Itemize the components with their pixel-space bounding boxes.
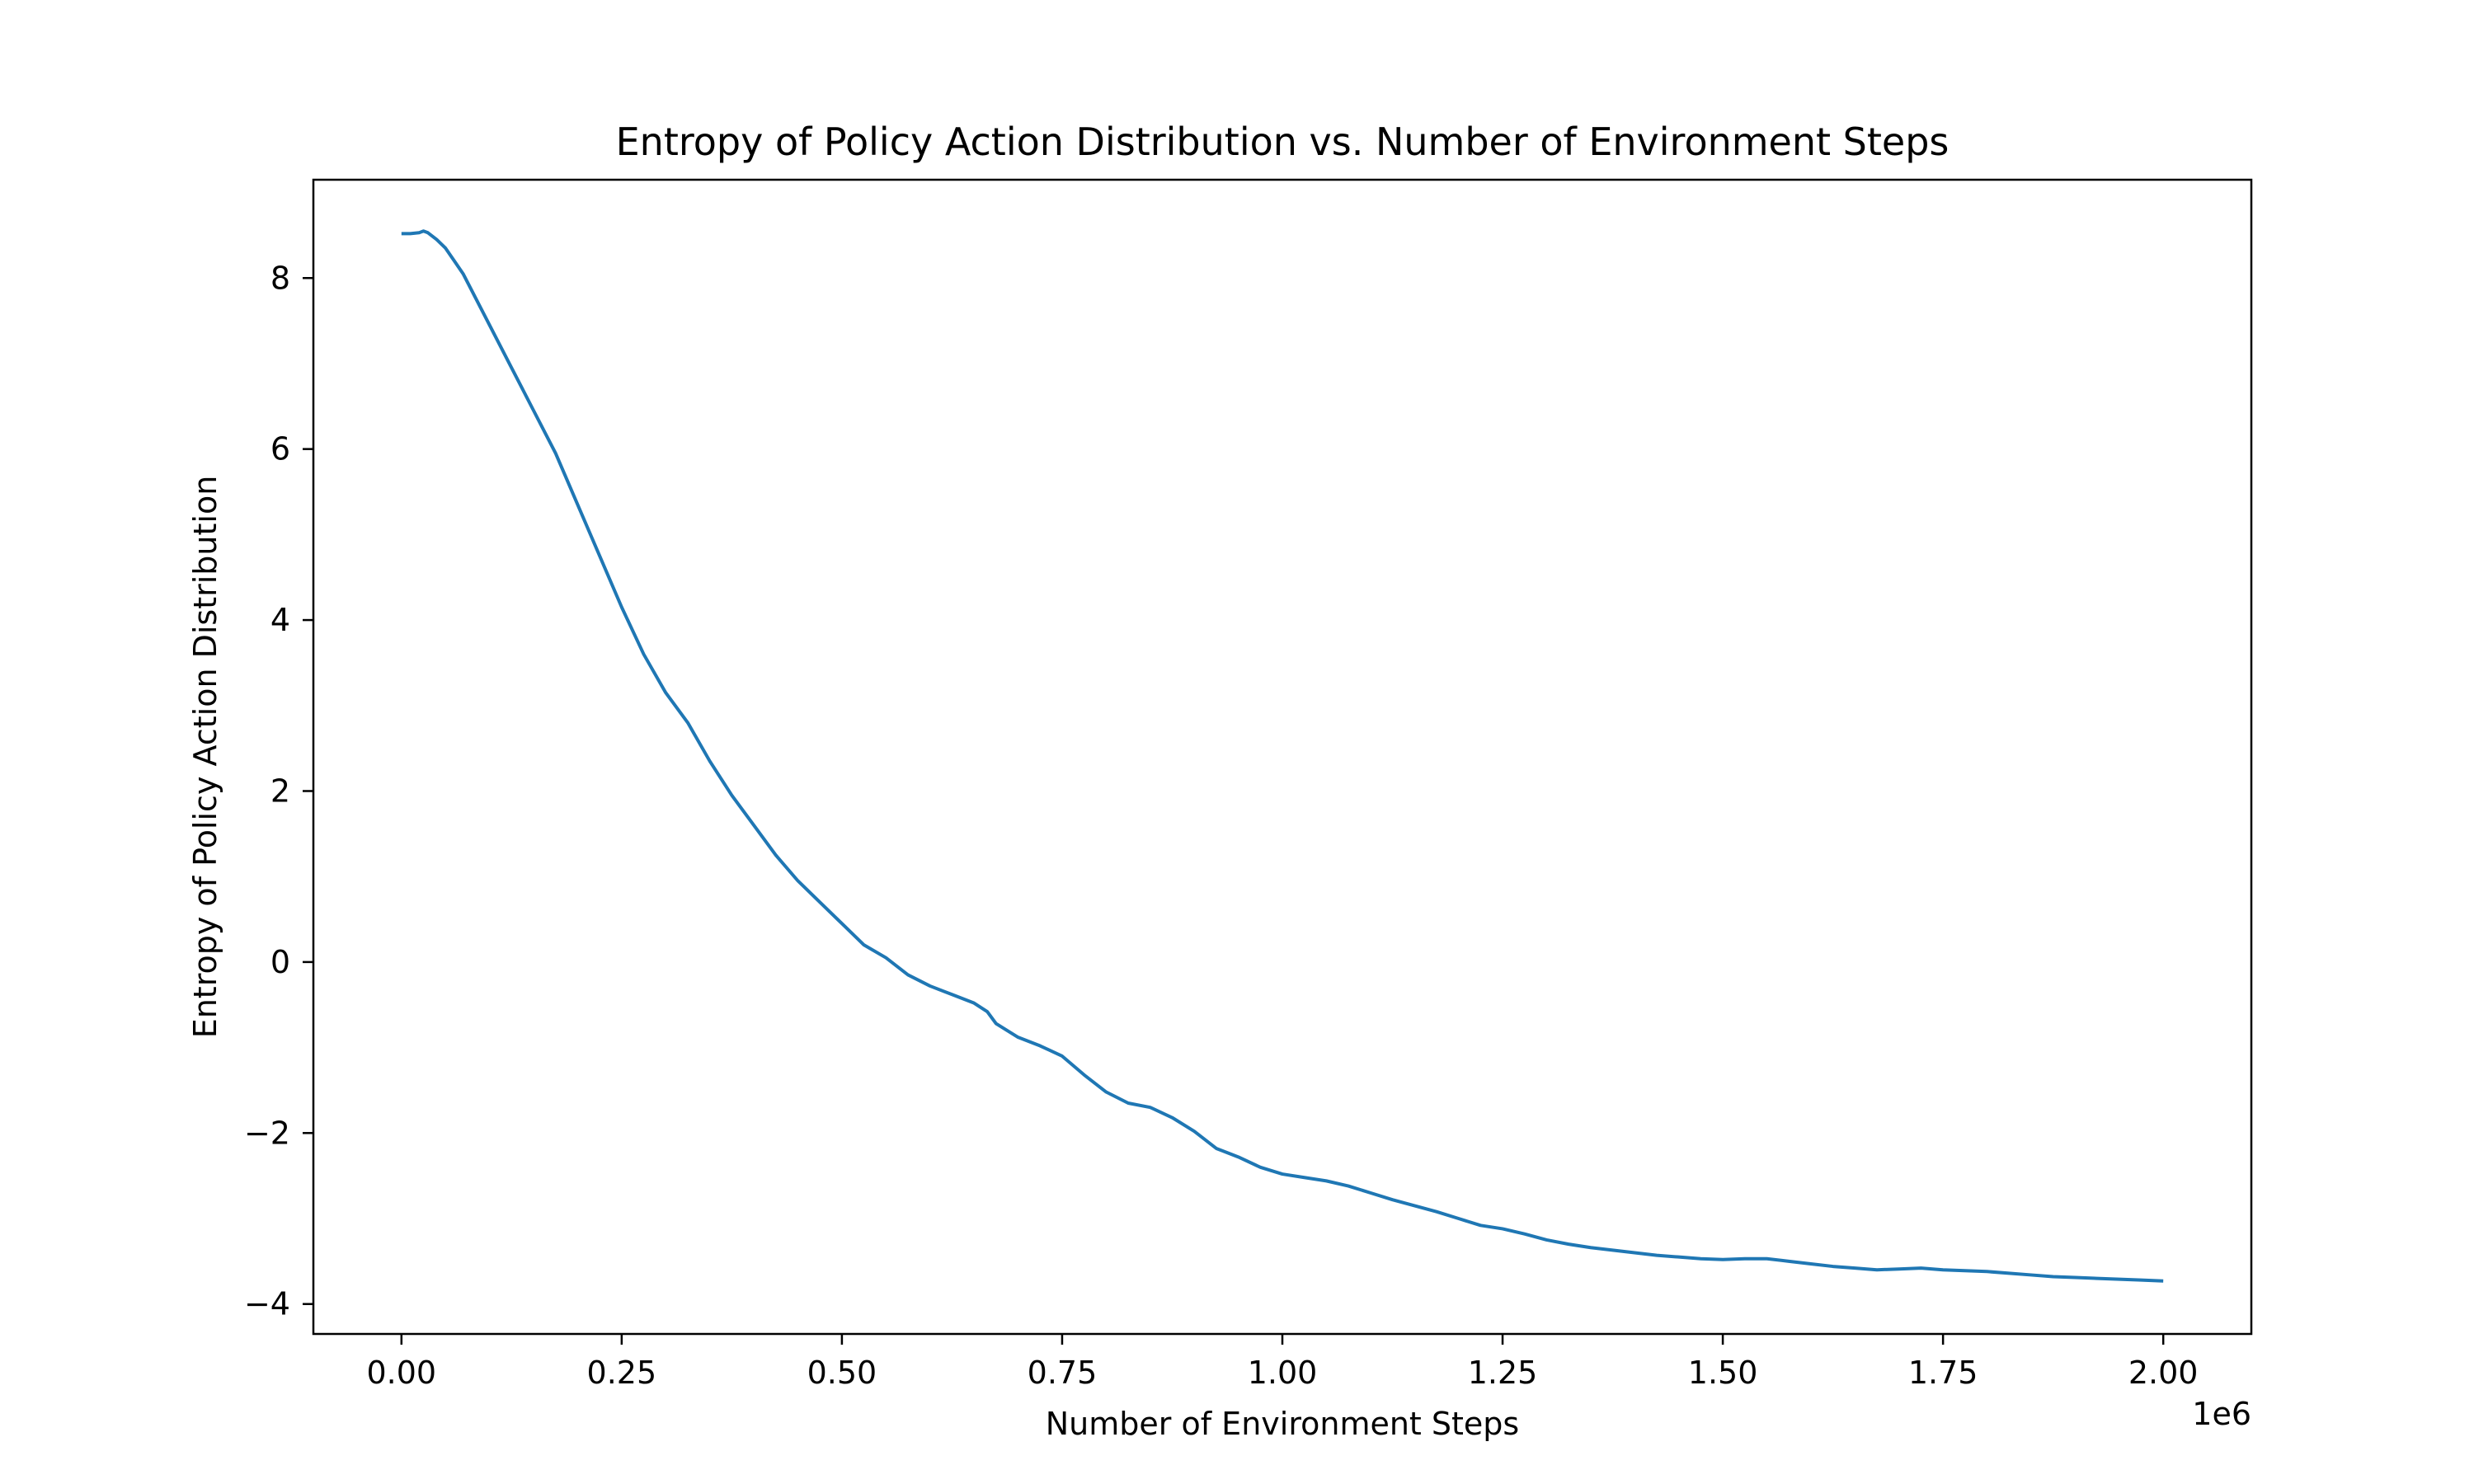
y-axis-ticks: −4 −2 0 2 4 6 8	[244, 260, 313, 1322]
x-tick-label: 1.50	[1688, 1355, 1758, 1391]
chart-title: Entropy of Policy Action Distribution vs…	[616, 120, 1950, 164]
y-tick-label: −4	[244, 1286, 290, 1322]
y-axis-label: Entropy of Policy Action Distribution	[187, 476, 223, 1039]
y-tick-label: 8	[270, 260, 290, 296]
entropy-series-line	[401, 229, 2164, 1283]
y-tick-label: −2	[244, 1115, 290, 1151]
x-tick-label: 0.00	[367, 1355, 437, 1391]
x-tick-label: 2.00	[2128, 1355, 2199, 1391]
x-axis-label: Number of Environment Steps	[1046, 1406, 1519, 1442]
x-axis-ticks: 0.00 0.25 0.50 0.75 1.00 1.25 1.50 1.75 2.00	[367, 1334, 2199, 1391]
x-tick-label: 1.25	[1468, 1355, 1538, 1391]
x-tick-label: 1.00	[1248, 1355, 1318, 1391]
x-tick-label: 1.75	[1908, 1355, 1978, 1391]
x-tick-label: 0.75	[1028, 1355, 1098, 1391]
y-tick-label: 0	[270, 944, 290, 980]
x-axis-offset-label: 1e6	[2192, 1396, 2251, 1432]
y-tick-label: 6	[270, 431, 290, 467]
y-tick-label: 4	[270, 602, 290, 638]
x-tick-label: 0.25	[587, 1355, 657, 1391]
x-tick-label: 0.50	[807, 1355, 877, 1391]
y-tick-label: 2	[270, 773, 290, 809]
